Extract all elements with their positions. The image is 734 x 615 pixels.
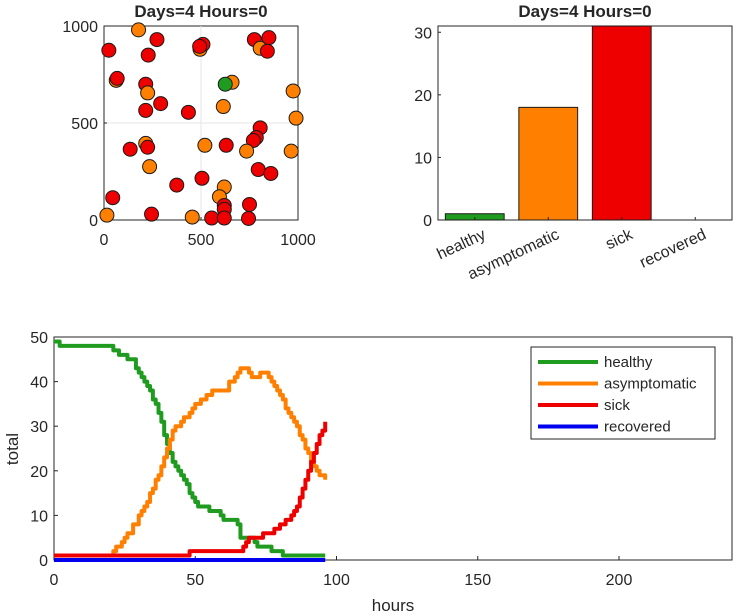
legend-label-asymptomatic: asymptomatic bbox=[604, 376, 697, 393]
line-y-tick-label: 50 bbox=[30, 330, 48, 347]
scatter-point-sick bbox=[169, 177, 185, 193]
bar-group bbox=[444, 25, 652, 221]
scatter-point-sick bbox=[194, 170, 210, 186]
scatter-ticks: 0 500 1000 0 500 1000 bbox=[62, 19, 315, 249]
line-x-tick-label: 0 bbox=[50, 572, 59, 589]
scatter-point-asymptomatic bbox=[184, 209, 200, 225]
scatter-point-asymptomatic bbox=[197, 137, 213, 153]
series-line-healthy bbox=[54, 339, 326, 558]
scatter-point-asymptomatic bbox=[239, 143, 255, 159]
bar-title: Days=4 Hours=0 bbox=[518, 2, 651, 21]
line-x-tick-label: 150 bbox=[464, 572, 491, 589]
scatter-point-asymptomatic bbox=[131, 22, 147, 38]
scatter-point-asymptomatic bbox=[285, 83, 301, 99]
bar-y-tick-label: 30 bbox=[414, 25, 432, 42]
scatter-points bbox=[99, 22, 304, 226]
series-line-sick bbox=[54, 421, 328, 558]
scatter-point-sick bbox=[149, 32, 165, 48]
scatter-y-tick-label: 1000 bbox=[62, 19, 98, 36]
scatter-point-asymptomatic bbox=[288, 110, 304, 126]
scatter-x-tick-label: 1000 bbox=[280, 232, 316, 249]
line-y-tick-label: 20 bbox=[30, 464, 48, 481]
scatter-point-sick bbox=[140, 47, 156, 63]
line-x-tick-label: 200 bbox=[606, 572, 633, 589]
scatter-point-sick bbox=[192, 38, 208, 54]
line-ticks: 0 50 100 150 200 0 10 20 30 40 50 bbox=[30, 330, 632, 589]
scatter-point-asymptomatic bbox=[140, 85, 156, 101]
scatter-panel: 0 500 1000 0 500 1000 Days=4 Hours=0 bbox=[62, 2, 315, 249]
scatter-y-tick-label: 0 bbox=[89, 213, 98, 230]
scatter-point-sick bbox=[263, 165, 279, 181]
scatter-point-sick bbox=[153, 96, 169, 112]
scatter-title: Days=4 Hours=0 bbox=[134, 2, 267, 21]
line-series-group bbox=[54, 339, 328, 562]
legend-label-healthy: healthy bbox=[604, 354, 653, 371]
y-axis-label: total bbox=[3, 433, 22, 465]
scatter-point-asymptomatic bbox=[215, 99, 231, 115]
scatter-point-sick bbox=[144, 206, 160, 222]
scatter-x-tick-label: 500 bbox=[188, 232, 215, 249]
scatter-point-sick bbox=[242, 196, 257, 212]
scatter-point-sick bbox=[122, 141, 138, 157]
scatter-x-tick-label: 0 bbox=[100, 232, 109, 249]
scatter-point-sick bbox=[204, 210, 220, 226]
bar-sick bbox=[591, 25, 652, 221]
scatter-point-sick bbox=[250, 162, 266, 178]
scatter-point-sick bbox=[138, 102, 154, 118]
bar-y-tick-label: 0 bbox=[423, 213, 432, 230]
scatter-point-healthy bbox=[217, 76, 233, 92]
bar-x-tick-label: sick bbox=[603, 226, 636, 253]
scatter-point-sick bbox=[218, 137, 234, 153]
scatter-point-sick bbox=[259, 43, 275, 59]
line-x-tick-label: 100 bbox=[323, 572, 350, 589]
scatter-point-asymptomatic bbox=[99, 207, 115, 223]
bar-y-tick-label: 20 bbox=[414, 88, 432, 105]
bar-y-tick-label: 10 bbox=[414, 150, 432, 167]
bar-axes-box bbox=[437, 25, 733, 221]
legend: healthy asymptomatic sick recovered bbox=[530, 346, 716, 440]
scatter-y-tick-label: 500 bbox=[71, 116, 98, 133]
scatter-point-asymptomatic bbox=[142, 159, 158, 175]
series-line-asymptomatic bbox=[54, 366, 328, 558]
x-axis-label: hours bbox=[372, 596, 415, 615]
line-y-tick-label: 30 bbox=[30, 419, 48, 436]
bar-x-tick-label: recovered bbox=[637, 226, 709, 271]
scatter-point-sick bbox=[180, 104, 196, 120]
line-x-tick-label: 50 bbox=[186, 572, 204, 589]
scatter-point-sick bbox=[245, 132, 261, 148]
line-y-tick-label: 10 bbox=[30, 508, 48, 525]
line-y-tick-label: 0 bbox=[39, 553, 48, 570]
bar-asymptomatic bbox=[518, 106, 579, 221]
scatter-point-sick bbox=[105, 190, 121, 206]
scatter-point-sick bbox=[101, 42, 117, 58]
line-y-tick-label: 40 bbox=[30, 375, 48, 392]
scatter-point-sick bbox=[140, 139, 156, 155]
legend-label-sick: sick bbox=[604, 397, 630, 414]
scatter-point-sick bbox=[261, 30, 277, 46]
scatter-point-sick bbox=[241, 210, 257, 226]
legend-label-recovered: recovered bbox=[604, 419, 671, 436]
scatter-point-asymptomatic bbox=[283, 143, 299, 159]
scatter-point-sick bbox=[216, 210, 232, 226]
bar-x-tick-label: healthy bbox=[434, 226, 488, 263]
line-panel: 0 50 100 150 200 0 10 20 30 40 50 hours total heal… bbox=[3, 330, 733, 615]
scatter-point-sick bbox=[109, 70, 125, 86]
